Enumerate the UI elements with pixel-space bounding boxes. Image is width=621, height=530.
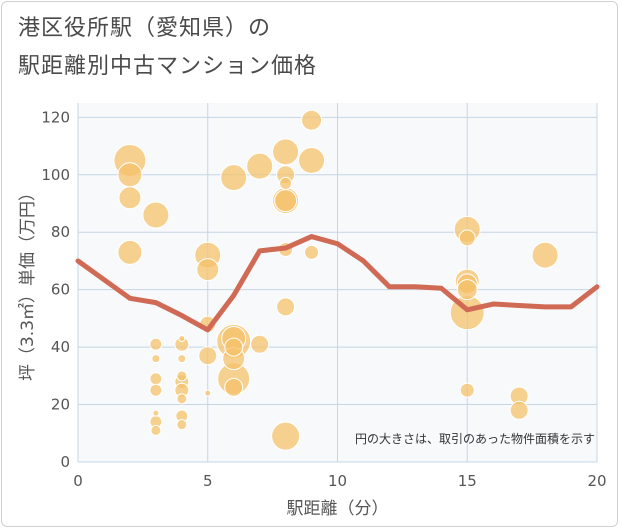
- x-axis-ticks: 0 5 10 15 20: [73, 472, 606, 490]
- bubble-point: [117, 162, 143, 188]
- bubble-point: [176, 393, 188, 405]
- bubble-point: [149, 337, 163, 351]
- bubble-point: [204, 389, 212, 397]
- average-price-line: [75, 234, 600, 333]
- bubble-size-note: 円の大きさは、取引のあった物件面積を示す: [355, 431, 595, 446]
- y-axis-label: 坪（3.3㎡）単価（万円）: [18, 184, 38, 381]
- y-tick-label: 20: [51, 396, 70, 414]
- bubble-point: [196, 258, 220, 282]
- x-axis-label: 駅距離（分）: [287, 499, 389, 519]
- bubble-point: [198, 346, 218, 366]
- bubble-point: [151, 354, 161, 364]
- grid-lines: [77, 103, 598, 463]
- y-tick-label: 60: [51, 281, 70, 299]
- average-line-series: [75, 234, 600, 333]
- x-tick-label: 15: [458, 472, 477, 490]
- y-axis-ticks: 0 20 40 60 80 100 120: [41, 108, 70, 471]
- bubble-point: [250, 334, 270, 354]
- x-tick-label: 5: [203, 472, 213, 490]
- bubble-point: [276, 297, 296, 317]
- y-tick-label: 0: [60, 453, 70, 471]
- bubble-point: [272, 138, 300, 166]
- bubble-point: [224, 337, 244, 357]
- bubble-point: [149, 383, 163, 397]
- bubble-point: [531, 241, 559, 269]
- bubble-point: [456, 279, 478, 301]
- bubble-point: [178, 335, 186, 343]
- bubble-point: [246, 152, 274, 180]
- x-tick-label: 10: [328, 472, 347, 490]
- bubble-point: [224, 377, 244, 397]
- bubble-point: [298, 146, 326, 174]
- bubble-point: [271, 421, 301, 451]
- bubble-point: [117, 239, 143, 265]
- bubble-point: [220, 164, 248, 192]
- bubble-point: [176, 370, 188, 382]
- x-tick-label: 20: [587, 472, 606, 490]
- y-tick-label: 120: [41, 108, 70, 126]
- bubble-point: [177, 354, 187, 364]
- y-tick-label: 80: [51, 223, 70, 241]
- bubble-point: [142, 201, 170, 229]
- chart-title-line2: 駅距離別中古マンション価格: [18, 54, 318, 79]
- bubble-point: [274, 189, 298, 213]
- bubble-point: [509, 400, 529, 420]
- bubble-point: [118, 186, 142, 210]
- bubble-point: [152, 409, 160, 417]
- bubble-point: [150, 424, 162, 436]
- bubble-point: [149, 372, 163, 386]
- y-tick-label: 40: [51, 338, 70, 356]
- bubble-point: [279, 176, 293, 190]
- bubble-point: [301, 109, 323, 131]
- bubble-point: [176, 419, 188, 431]
- bubble-point: [458, 229, 476, 247]
- chart-title-line1: 港区役所駅（愛知県）の: [18, 16, 272, 41]
- bubble-series: [113, 109, 559, 451]
- y-tick-label: 100: [41, 166, 70, 184]
- x-tick-label: 0: [73, 472, 83, 490]
- bubble-point: [459, 382, 475, 398]
- bubble-point: [304, 244, 320, 260]
